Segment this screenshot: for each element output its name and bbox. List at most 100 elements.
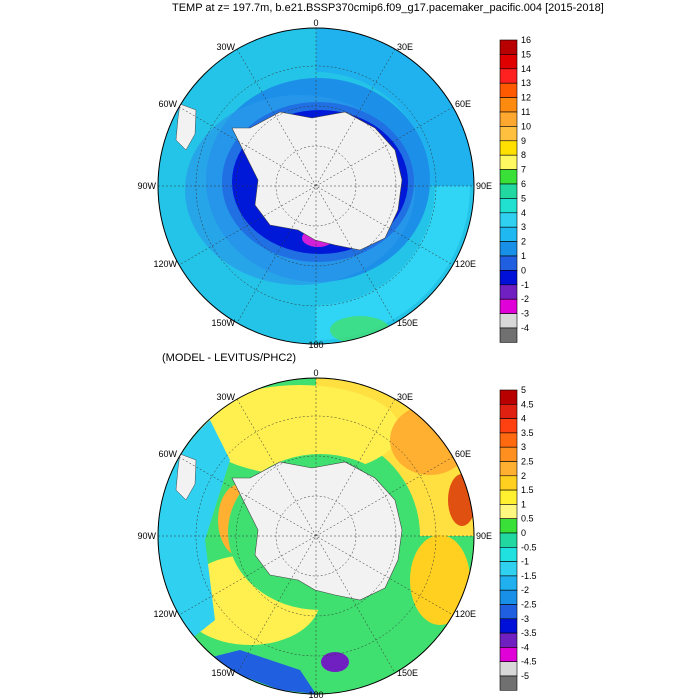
top-colorbar-swatch [499, 226, 518, 242]
top-colorbar-swatch [499, 284, 518, 300]
bottom-lon-label: 120E [455, 609, 476, 619]
bottom-colorbar-label: 5 [521, 385, 526, 395]
top-map-south-america [175, 103, 197, 151]
top-colorbar-label: 8 [521, 150, 526, 160]
bottom-colorbar-label: 1 [521, 499, 526, 509]
bottom-lon-label: 60W [158, 449, 177, 459]
bottom-colorbar: 5 4.5 4 3.5 3 2.5 2 1.5 1 0.5 0 -0.5 -1 -1.5 -2 -2.5 -3 -… [499, 385, 537, 691]
top-colorbar-swatch [499, 126, 518, 142]
bottom-colorbar-swatch [499, 661, 518, 677]
top-colorbar-label: 16 [521, 35, 531, 45]
bottom-lon-label: 90W [137, 531, 156, 541]
bottom-polar-map: 0 30E 60E 90E 120E 150E 180 150W 120W 90… [137, 368, 492, 700]
bottom-lon-label: 180 [308, 690, 323, 700]
top-colorbar-label: 9 [521, 136, 526, 146]
bottom-colorbar-label: 2 [521, 471, 526, 481]
bottom-colorbar-swatch [499, 518, 518, 534]
bottom-map-title: (MODEL - LEVITUS/PHC2) [162, 352, 297, 364]
top-colorbar-label: -4 [521, 323, 529, 333]
bottom-colorbar-label: 4.5 [521, 399, 534, 409]
bottom-colorbar-swatch [499, 489, 518, 505]
bottom-colorbar-swatch [499, 604, 518, 620]
top-colorbar-swatch [499, 68, 518, 84]
top-colorbar-label: 15 [521, 49, 531, 59]
top-colorbar-swatch [499, 97, 518, 113]
bottom-colorbar-swatch [499, 461, 518, 477]
top-colorbar-label: 11 [521, 107, 530, 117]
top-lon-label: 150W [211, 318, 235, 328]
bottom-map-anomaly [410, 535, 470, 625]
bottom-colorbar-label: -3 [521, 614, 529, 624]
top-colorbar-swatch [499, 313, 518, 329]
top-colorbar-label: 13 [521, 78, 531, 88]
bottom-lon-label: 0 [313, 368, 318, 378]
bottom-colorbar-label: -3.5 [521, 628, 537, 638]
bottom-colorbar-swatch [499, 561, 518, 577]
top-colorbar-swatch [499, 154, 518, 170]
bottom-colorbar-swatch [499, 504, 518, 519]
bottom-map-anomaly [200, 650, 316, 694]
top-map-border [157, 27, 475, 345]
top-colorbar-swatch [499, 39, 518, 55]
top-colorbar-label: 10 [521, 121, 531, 131]
top-colorbar-label: 0 [521, 265, 526, 275]
top-map-antarctica [231, 111, 403, 251]
top-colorbar-label: 7 [521, 165, 526, 175]
bottom-colorbar-swatch [499, 575, 518, 591]
bottom-map-anomaly [158, 420, 230, 640]
bottom-colorbar-swatch [499, 675, 518, 691]
top-colorbar-swatch [499, 327, 518, 343]
bottom-colorbar-label: -0.5 [521, 542, 537, 552]
bottom-lon-label: 60E [455, 449, 471, 459]
top-lon-label: 60E [455, 99, 471, 109]
bottom-colorbar-swatch [499, 546, 518, 562]
top-lon-label: 90E [476, 181, 492, 191]
top-lon-label: 60W [158, 99, 177, 109]
top-colorbar-label: 1 [521, 251, 526, 261]
top-colorbar-swatch [499, 183, 518, 199]
top-lon-label: 0 [313, 18, 318, 28]
top-colorbar-label: -1 [521, 280, 529, 290]
bottom-colorbar-label: 3 [521, 442, 526, 452]
bottom-map-antarctica [231, 461, 403, 601]
bottom-colorbar-swatch [499, 618, 518, 634]
bottom-colorbar-label: 4 [521, 414, 526, 424]
bottom-colorbar-swatch [499, 647, 518, 663]
top-colorbar-swatch [499, 270, 518, 286]
bottom-map-border [157, 377, 475, 695]
bottom-colorbar-label: -4.5 [521, 657, 537, 667]
top-colorbar-label: -2 [521, 294, 529, 304]
bottom-colorbar-swatch [499, 403, 518, 419]
bottom-lon-label: 90E [476, 531, 492, 541]
top-lon-label: 180 [308, 340, 323, 350]
top-lon-label: 30E [397, 42, 413, 52]
top-colorbar-swatch [499, 82, 518, 98]
bottom-lon-label: 120W [153, 609, 177, 619]
top-colorbar-swatch [499, 140, 518, 156]
bottom-lon-label: 30W [216, 392, 235, 402]
top-colorbar-label: -3 [521, 309, 529, 319]
top-colorbar-swatch [499, 111, 518, 127]
bottom-colorbar-label: 3.5 [521, 428, 534, 438]
bottom-colorbar-label: -1.5 [521, 571, 537, 581]
top-colorbar-swatch [499, 54, 518, 70]
top-colorbar-swatch [499, 198, 518, 214]
bottom-colorbar-label: -4 [521, 642, 529, 652]
bottom-colorbar-label: -5 [521, 671, 529, 681]
top-colorbar-label: 5 [521, 193, 526, 203]
bottom-colorbar-swatch [499, 418, 518, 434]
top-colorbar-label: 12 [521, 93, 531, 103]
top-lon-label: 90W [137, 181, 156, 191]
bottom-colorbar-label: -2.5 [521, 600, 537, 610]
top-lon-label: 30W [216, 42, 235, 52]
top-lon-label: 120W [153, 259, 177, 269]
bottom-lon-label: 150E [397, 668, 418, 678]
top-map-meridians [158, 28, 474, 344]
top-colorbar-swatch [499, 298, 518, 314]
bottom-lon-label: 30E [397, 392, 413, 402]
bottom-colorbar-label: -2 [521, 585, 529, 595]
bottom-colorbar-swatch [499, 589, 518, 605]
top-colorbar-swatch [499, 169, 518, 185]
